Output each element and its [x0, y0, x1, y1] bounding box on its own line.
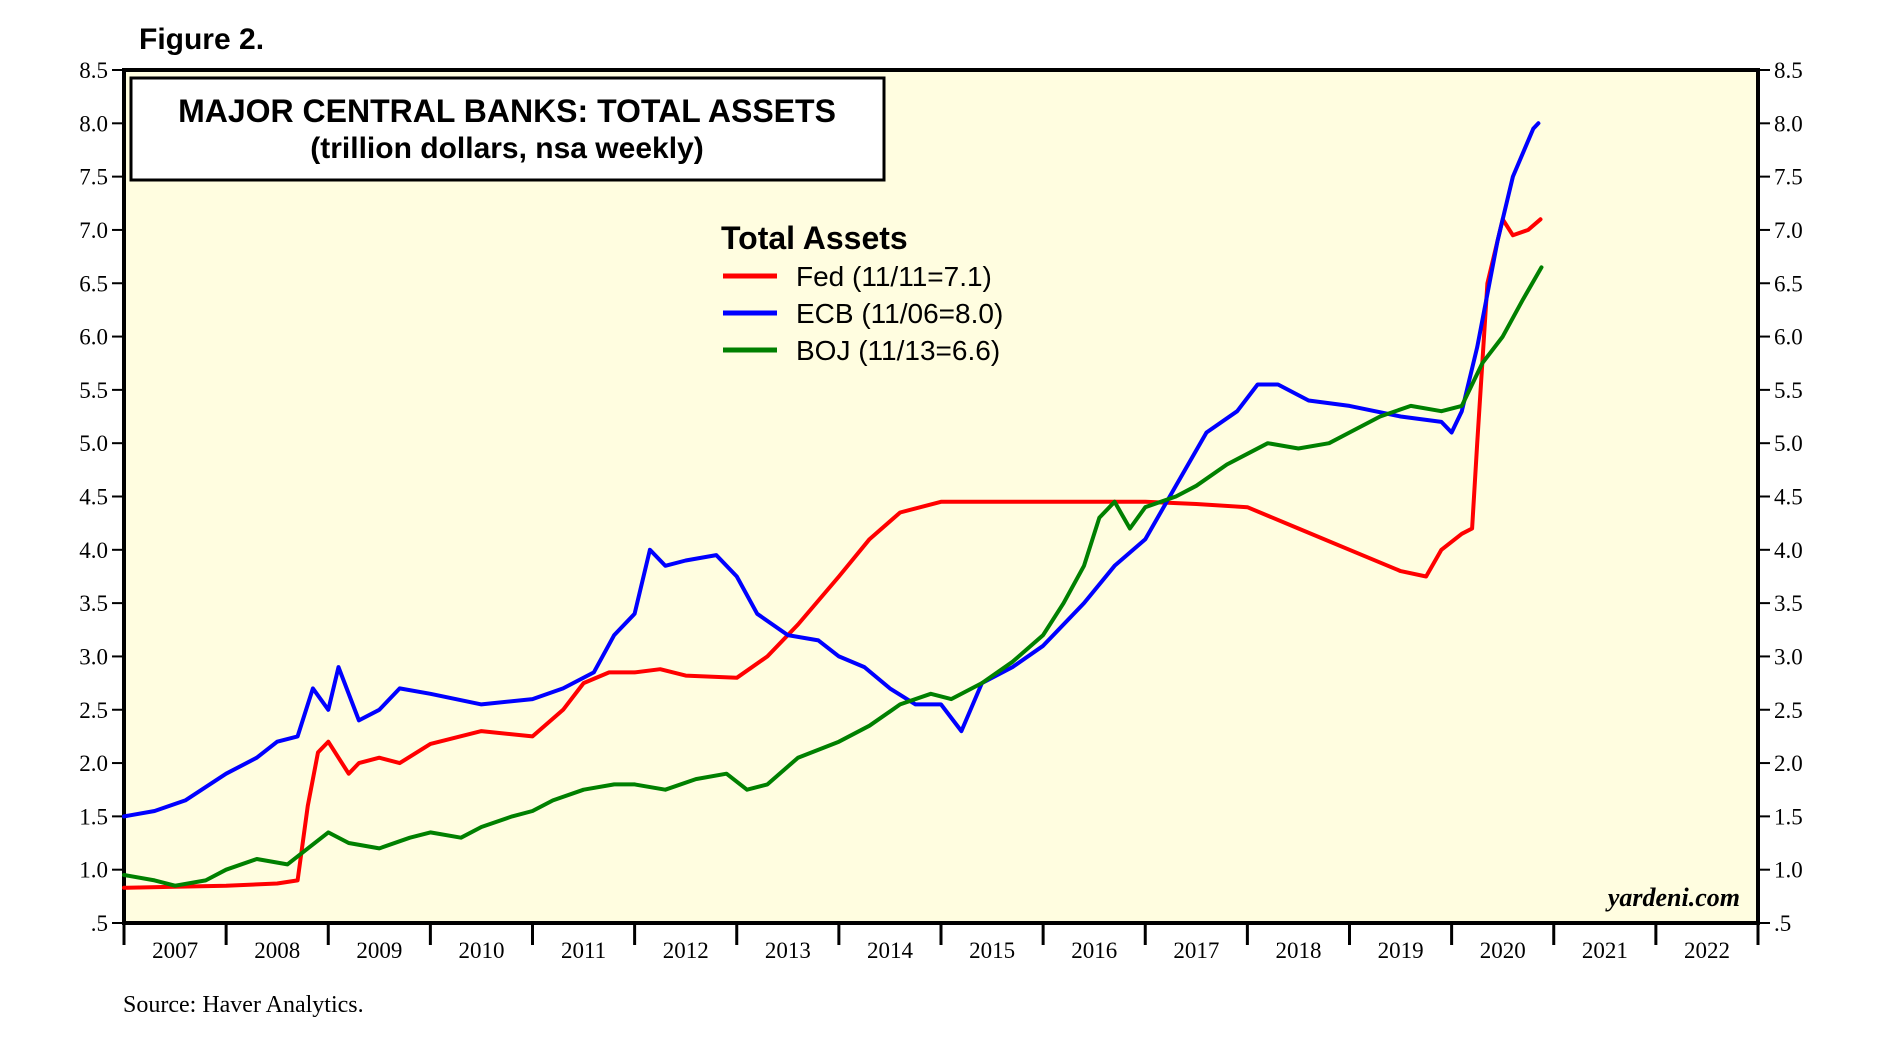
y-tick-label-left: 2.5: [79, 698, 108, 723]
title-box: [129, 76, 886, 182]
x-tick-label: 2019: [1378, 938, 1424, 963]
series-line-boj: [122, 265, 1544, 888]
watermark: yardeni.com: [1605, 883, 1740, 912]
y-tick-label-right: 1.0: [1774, 858, 1803, 883]
y-tick-label-right: 6.0: [1774, 325, 1803, 350]
y-tick-label-left: 8.0: [79, 111, 108, 136]
y-tick-label-left: 1.0: [79, 858, 108, 883]
x-tick-label: 2018: [1275, 938, 1321, 963]
x-tick-label: 2012: [663, 938, 709, 963]
x-tick-label: 2008: [254, 938, 300, 963]
x-tick-label: 2020: [1480, 938, 1526, 963]
y-tick-label-left: 3.5: [79, 591, 108, 616]
x-tick-label: 2011: [561, 938, 606, 963]
y-tick-label-right: 3.5: [1774, 591, 1803, 616]
y-tick-label-right: 6.5: [1774, 271, 1803, 296]
y-axis-left: .5 1.0 1.5 2.0 2.5 3.0 3.5 4.0 4.5 5.0 5.5 6.0 6.5 7.…: [79, 58, 124, 936]
chart-subtitle: (trillion dollars, nsa weekly): [310, 132, 703, 165]
y-tick-label-right: 3.0: [1774, 644, 1803, 669]
y-axis-right: .5 1.0 1.5 2.0 2.5 3.0 3.5 4.0 4.5 5.0 5.5 6.0 6.5 7.…: [1758, 58, 1803, 936]
series-line-fed: [122, 217, 1543, 890]
y-tick-label-right: .5: [1774, 911, 1791, 936]
x-tick-label: 2015: [969, 938, 1015, 963]
y-tick-label-right: 2.5: [1774, 698, 1803, 723]
y-tick-label-right: 8.5: [1774, 58, 1803, 83]
figure-label: Figure 2.: [139, 23, 264, 56]
legend-label-boj: BOJ (11/13=6.6): [796, 335, 1000, 366]
chart-title: MAJOR CENTRAL BANKS: TOTAL ASSETS: [178, 93, 836, 129]
y-tick-label-left: 6.0: [79, 325, 108, 350]
y-tick-label-right: 7.5: [1774, 165, 1803, 190]
y-tick-label-left: 7.0: [79, 218, 108, 243]
y-tick-label-left: 7.5: [79, 165, 108, 190]
y-tick-label-left: .5: [91, 911, 108, 936]
y-tick-label-right: 5.0: [1774, 431, 1803, 456]
y-tick-label-right: 1.5: [1774, 804, 1803, 829]
source-note: Source: Haver Analytics.: [123, 992, 364, 1018]
y-tick-label-left: 5.5: [79, 378, 108, 403]
y-tick-label-right: 2.0: [1774, 751, 1803, 776]
y-tick-label-left: 8.5: [79, 58, 108, 83]
x-tick-label: 2022: [1684, 938, 1730, 963]
y-tick-label-left: 2.0: [79, 751, 108, 776]
plot-area: [122, 68, 1760, 925]
series-lines: [122, 121, 1544, 890]
x-tick-label: 2013: [765, 938, 811, 963]
y-tick-label-right: 4.0: [1774, 538, 1803, 563]
y-tick-label-right: 7.0: [1774, 218, 1803, 243]
y-tick-label-left: 4.5: [79, 485, 108, 510]
x-tick-label: 2016: [1071, 938, 1117, 963]
x-axis: 2007 2008 2009 2010 2011 2012 2013 2014 2015 2016…: [122, 923, 1760, 963]
y-tick-label-right: 4.5: [1774, 485, 1803, 510]
y-tick-label-left: 4.0: [79, 538, 108, 563]
x-tick-label: 2014: [867, 938, 914, 963]
series-line-ecb: [122, 121, 1541, 819]
y-tick-label-left: 5.0: [79, 431, 108, 456]
x-tick-label: 2007: [152, 938, 198, 963]
y-tick-label-right: 5.5: [1774, 378, 1803, 403]
y-tick-label-left: 6.5: [79, 271, 108, 296]
legend: Total Assets Fed (11/11=7.1) ECB (11/06=8…: [721, 220, 1003, 366]
x-tick-label: 2009: [356, 938, 402, 963]
legend-title: Total Assets: [721, 220, 908, 256]
y-tick-label-left: 1.5: [79, 804, 108, 829]
x-tick-label: 2017: [1173, 938, 1219, 963]
x-tick-label: 2021: [1582, 938, 1628, 963]
y-tick-label-right: 8.0: [1774, 111, 1803, 136]
y-tick-label-left: 3.0: [79, 644, 108, 669]
x-tick-label: 2010: [458, 938, 504, 963]
legend-label-ecb: ECB (11/06=8.0): [796, 298, 1003, 329]
legend-label-fed: Fed (11/11=7.1): [796, 261, 992, 292]
